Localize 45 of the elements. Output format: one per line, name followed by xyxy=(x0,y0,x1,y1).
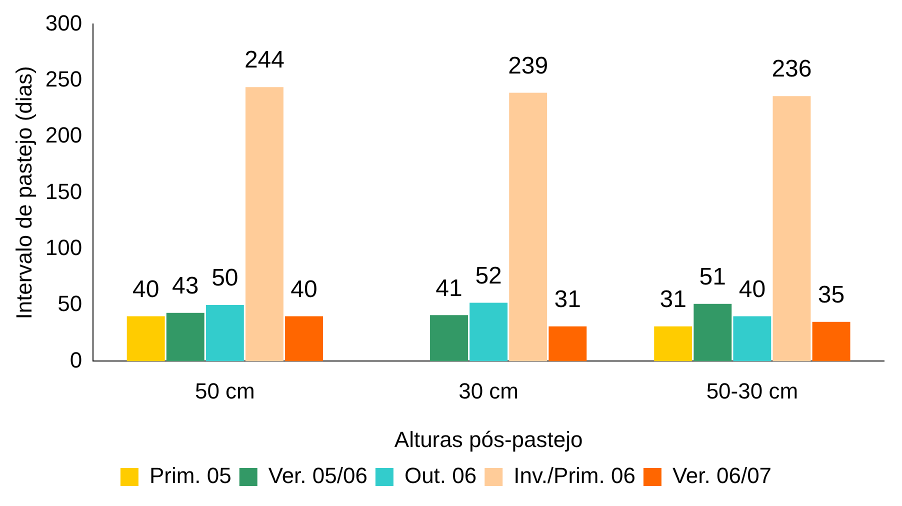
data-label: 236 xyxy=(772,56,812,83)
data-label: 40 xyxy=(738,276,766,303)
bar xyxy=(548,326,587,362)
data-label: 31 xyxy=(660,286,686,313)
bar xyxy=(285,316,323,362)
legend-label: Ver. 06/07 xyxy=(672,463,772,488)
y-tick-label: 100 xyxy=(45,234,82,260)
x-tick-label: 50 cm xyxy=(194,378,255,404)
data-label: 40 xyxy=(132,276,160,303)
y-tick-label: 200 xyxy=(45,122,82,148)
bar xyxy=(126,316,165,362)
data-label: 244 xyxy=(244,46,284,74)
x-axis-title: Alturas pós-pastejo xyxy=(394,426,583,452)
y-tick-label: 250 xyxy=(45,66,82,92)
data-label: 35 xyxy=(818,282,845,309)
y-tick-label: 150 xyxy=(45,178,82,204)
y-axis-title: Intervalo de pastejo (dias) xyxy=(11,66,36,320)
bar xyxy=(772,96,811,362)
legend-label: Ver. 05/06 xyxy=(268,463,368,488)
legend-label: Out. 06 xyxy=(404,463,477,488)
data-label: 40 xyxy=(290,276,318,303)
bar xyxy=(470,302,508,362)
bar xyxy=(166,312,204,362)
x-tick-label: 50-30 cm xyxy=(706,378,798,404)
data-label: 43 xyxy=(172,272,199,300)
data-label: 52 xyxy=(475,262,502,290)
legend-label: Prim. 05 xyxy=(149,463,232,488)
data-label: 31 xyxy=(554,286,581,313)
data-label: 51 xyxy=(699,264,726,291)
bar xyxy=(430,315,468,362)
bar xyxy=(733,316,772,362)
bar xyxy=(812,322,850,362)
data-label: 50 xyxy=(212,264,238,292)
y-tick-label: 0 xyxy=(70,347,82,372)
legend-label: Inv./Prim. 06 xyxy=(514,463,636,488)
bar xyxy=(694,304,732,362)
y-tick-label: 50 xyxy=(58,291,82,316)
data-label: 239 xyxy=(508,52,548,80)
bar xyxy=(509,92,548,362)
y-tick-label: 300 xyxy=(45,10,82,36)
bar xyxy=(206,305,244,362)
bar xyxy=(245,87,284,362)
data-label: 41 xyxy=(436,274,462,302)
bar xyxy=(654,326,692,362)
x-tick-label: 30 cm xyxy=(458,378,519,404)
